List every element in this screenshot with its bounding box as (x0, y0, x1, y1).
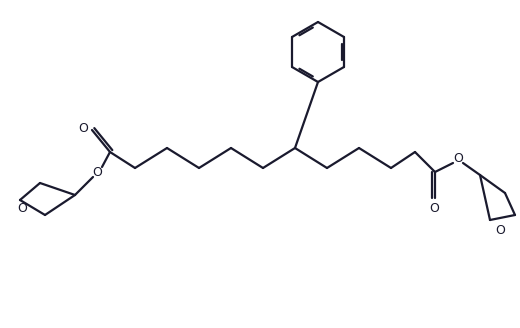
Text: O: O (78, 122, 88, 135)
Text: O: O (17, 201, 27, 215)
Text: O: O (453, 152, 463, 165)
Text: O: O (429, 201, 439, 215)
Text: O: O (92, 166, 102, 178)
Text: O: O (495, 223, 505, 236)
